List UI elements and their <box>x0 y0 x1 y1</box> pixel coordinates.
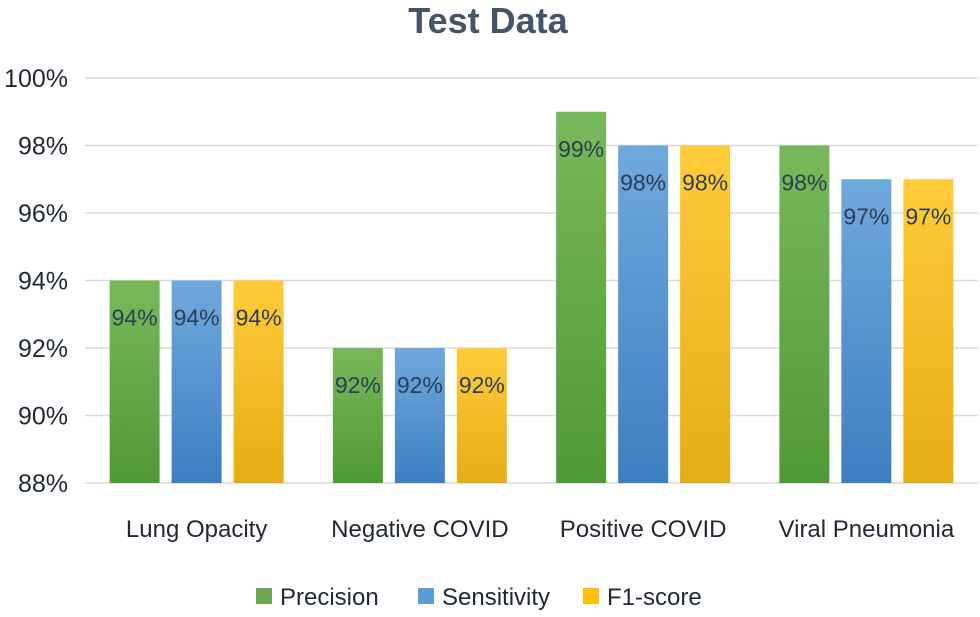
data-label: 94% <box>236 305 282 331</box>
legend-label: F1-score <box>607 584 702 611</box>
x-tick-label: Viral Pneumonia <box>779 516 955 543</box>
x-tick-label: Positive COVID <box>560 516 727 543</box>
legend-label: Sensitivity <box>442 584 550 611</box>
data-labels: 94% 94% 94% 92% 92% 92% 99% 98% 98% 98% 97% 97% <box>112 136 952 398</box>
bar-precision <box>109 280 160 483</box>
y-tick-label: 98% <box>18 133 68 161</box>
bar-precision <box>332 348 383 483</box>
bar-precision <box>779 145 830 483</box>
data-label: 98% <box>682 170 728 196</box>
legend-swatch <box>418 588 434 604</box>
legend-label: Precision <box>280 584 379 611</box>
y-tick-label: 94% <box>18 268 68 296</box>
y-tick-label: 100% <box>4 65 68 93</box>
y-tick-label: 92% <box>18 335 68 363</box>
bar-sensitivity <box>394 348 445 483</box>
bar-precision <box>556 111 607 483</box>
x-axis: Lung Opacity Negative COVID Positive COVID… <box>126 516 955 543</box>
data-label: 99% <box>558 136 604 162</box>
legend: Precision Sensitivity F1-score <box>256 584 702 611</box>
y-axis: 88% 90% 92% 94% 96% 98% 100% <box>4 65 68 498</box>
data-label: 98% <box>781 170 827 196</box>
bar-sensitivity <box>171 280 222 483</box>
legend-swatch <box>256 588 272 604</box>
data-label: 98% <box>620 170 666 196</box>
bar-sensitivity <box>841 179 892 483</box>
x-tick-label: Negative COVID <box>331 516 508 543</box>
y-tick-label: 90% <box>18 403 68 431</box>
x-tick-label: Lung Opacity <box>126 516 267 543</box>
data-label: 97% <box>905 203 951 229</box>
data-label: 97% <box>843 203 889 229</box>
bar-sensitivity <box>618 145 669 483</box>
data-label: 94% <box>174 305 220 331</box>
data-label: 94% <box>112 305 158 331</box>
bar-f1-score <box>456 348 507 483</box>
chart-title: Test Data <box>408 0 568 41</box>
data-label: 92% <box>397 372 443 398</box>
legend-swatch <box>583 588 599 604</box>
y-tick-label: 96% <box>18 200 68 228</box>
y-tick-label: 88% <box>18 470 68 498</box>
bar-f1-score <box>680 145 731 483</box>
data-label: 92% <box>335 372 381 398</box>
bars <box>109 111 954 483</box>
bar-f1-score <box>903 179 954 483</box>
data-label: 92% <box>459 372 505 398</box>
bar-f1-score <box>233 280 284 483</box>
